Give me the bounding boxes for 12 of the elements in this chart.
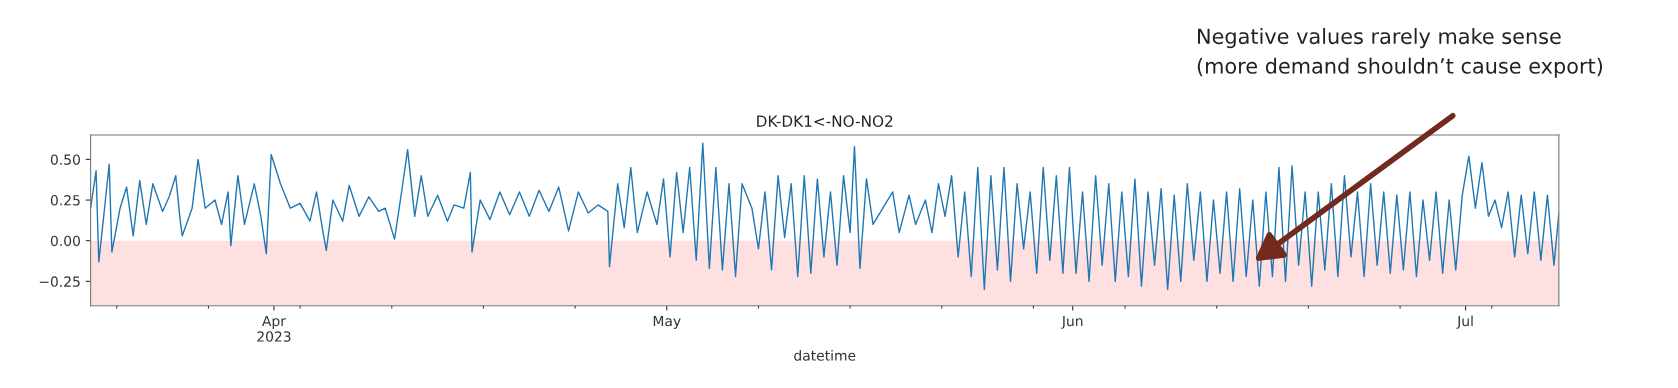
text: Negative values rarely make sense (more demand shouldn’t cause export) [1197,28,1603,78]
y-tick-label: 0.00 [50,235,80,247]
x-tick-label: Jul [1456,315,1473,329]
x-tick-label: Jun [1061,315,1083,329]
y-tick-label: 0.25 [50,195,80,206]
line-series [90,142,1559,291]
x-tick-label: May [653,315,681,329]
y-tick-label: −0.25 [39,276,80,287]
x-axis-title: datetime [794,350,856,361]
chart-title: DK-DK1<-NO-NO2 [757,115,893,127]
x-tick-label: Apr 2023 [257,315,291,342]
y-tick-label: 0.50 [50,154,80,165]
